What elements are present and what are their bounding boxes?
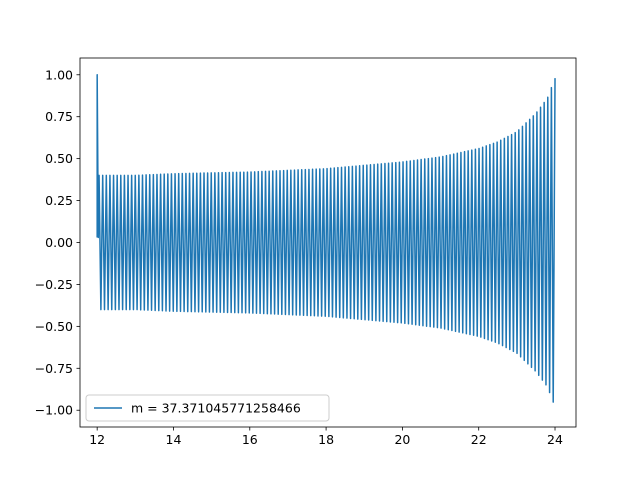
y-tick-label: −0.50	[35, 319, 73, 334]
x-tick-label: 12	[89, 432, 105, 447]
y-tick-label: −0.25	[35, 277, 73, 292]
x-tick-label: 24	[547, 432, 563, 447]
x-tick-label: 14	[166, 432, 182, 447]
x-tick-label: 22	[471, 432, 487, 447]
x-tick-label: 18	[318, 432, 334, 447]
y-tick-label: 0.75	[45, 109, 73, 124]
legend-label: m = 37.371045771258466	[131, 401, 301, 416]
plot-area	[96, 74, 556, 403]
y-tick-label: 0.50	[45, 151, 73, 166]
y-tick-label: −1.00	[35, 403, 73, 418]
x-tick-label: 20	[394, 432, 410, 447]
y-tick-label: 0.00	[45, 235, 73, 250]
y-tick-label: 0.25	[45, 193, 73, 208]
legend-box	[85, 394, 330, 422]
y-tick-label: 1.00	[45, 67, 73, 82]
legend: m = 37.371045771258466	[85, 394, 330, 422]
series-line	[96, 74, 556, 403]
x-tick-label: 16	[242, 432, 258, 447]
y-tick-label: −0.75	[35, 361, 73, 376]
axes: 12 14 16 18 20 22 24 1.00 0.75 0.50 0.25 0.00 −0.25 −…	[35, 57, 577, 447]
